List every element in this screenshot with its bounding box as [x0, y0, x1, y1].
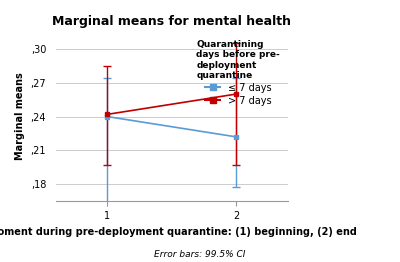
- Title: Marginal means for mental health: Marginal means for mental health: [52, 15, 292, 28]
- Y-axis label: Marginal means: Marginal means: [15, 73, 25, 160]
- Legend: ≤ 7 days, > 7 days: ≤ 7 days, > 7 days: [194, 37, 283, 109]
- X-axis label: Moment during pre-deployment quarantine: (1) beginning, (2) end: Moment during pre-deployment quarantine:…: [0, 227, 356, 237]
- Text: Error bars: 99.5% CI: Error bars: 99.5% CI: [154, 250, 246, 259]
